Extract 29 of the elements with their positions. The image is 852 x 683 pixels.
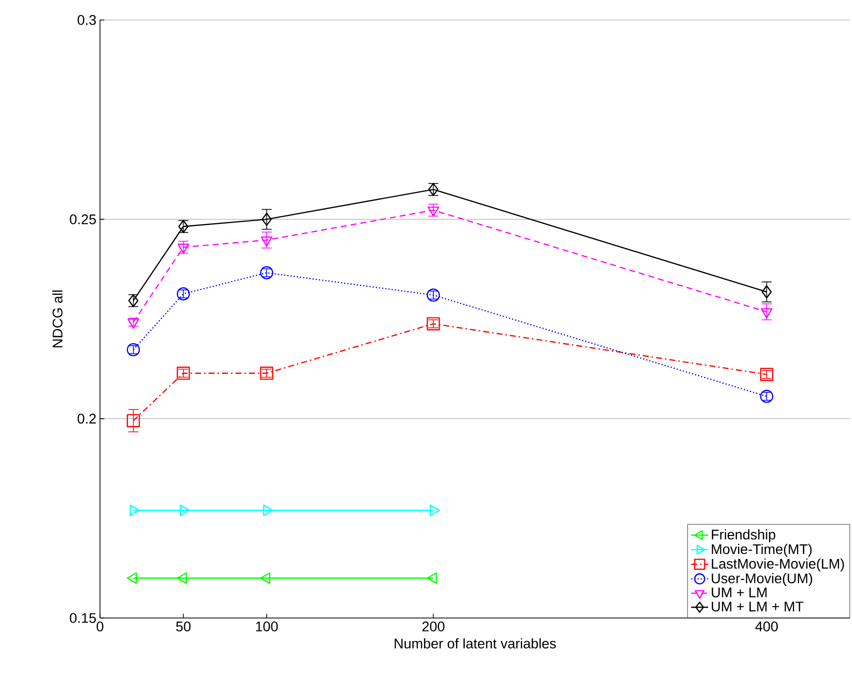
x-tick-label: 0 [96, 622, 104, 632]
x-tick-label: 100 [256, 622, 278, 632]
y-tick-label: 0.15 [70, 613, 96, 623]
point [760, 368, 774, 381]
point [426, 288, 440, 302]
legend-label: User-Movie(UM) [712, 573, 812, 586]
point [180, 504, 190, 516]
legend-label: LastMovie-Movie(LM) [712, 558, 844, 572]
point [430, 504, 440, 516]
point [262, 212, 272, 226]
x-axis-title: Number of latent variables [394, 638, 556, 648]
legend-label: UM + LM + MT [712, 602, 804, 612]
y-tick-label: 0.25 [70, 214, 96, 224]
point [263, 504, 274, 516]
legend-label: Friendship [712, 529, 776, 542]
x-tick-label: 400 [755, 622, 778, 632]
point [126, 414, 140, 428]
y-tick-label: 0.3 [78, 15, 96, 25]
legend-label: UM + LM [712, 588, 767, 598]
point [130, 504, 140, 516]
point [762, 285, 772, 298]
point [428, 206, 440, 217]
x-tick-label: 50 [176, 622, 191, 632]
legend-label: Movie-Time(MT) [712, 544, 812, 557]
y-tick-label: 0.2 [78, 414, 96, 424]
point [128, 318, 140, 329]
point [178, 244, 190, 254]
x-tick-label: 200 [422, 622, 444, 632]
y-axis-title: NDCG all [52, 290, 62, 348]
